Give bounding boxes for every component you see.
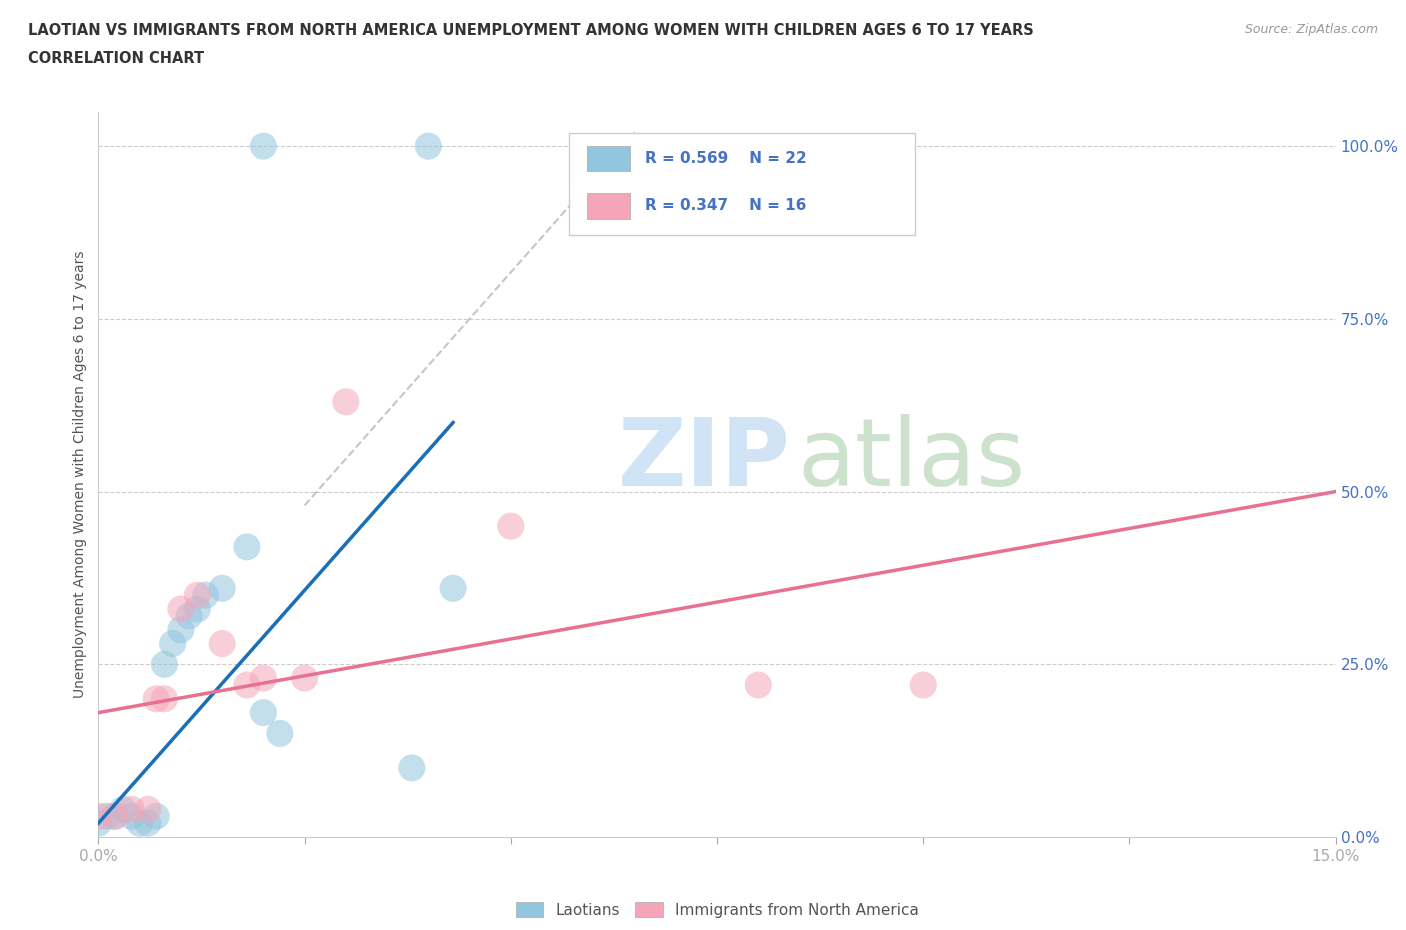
Bar	[588, 146, 630, 171]
Point	[747, 678, 769, 693]
Point	[153, 691, 176, 706]
Text: Source: ZipAtlas.com: Source: ZipAtlas.com	[1244, 23, 1378, 36]
Text: R = 0.347    N = 16: R = 0.347 N = 16	[645, 198, 807, 213]
Point	[418, 139, 440, 153]
Point	[294, 671, 316, 685]
Point	[236, 678, 259, 693]
Point	[912, 678, 935, 693]
Point	[269, 726, 291, 741]
Bar	[588, 193, 630, 219]
Legend: Laotians, Immigrants from North America: Laotians, Immigrants from North America	[509, 896, 925, 923]
Point	[104, 809, 127, 824]
Point	[112, 802, 135, 817]
Text: LAOTIAN VS IMMIGRANTS FROM NORTH AMERICA UNEMPLOYMENT AMONG WOMEN WITH CHILDREN : LAOTIAN VS IMMIGRANTS FROM NORTH AMERICA…	[28, 23, 1033, 38]
FancyBboxPatch shape	[568, 133, 915, 235]
Point	[96, 809, 118, 824]
Point	[128, 816, 150, 830]
Point	[211, 636, 233, 651]
Text: CORRELATION CHART: CORRELATION CHART	[28, 51, 204, 66]
Point	[335, 394, 357, 409]
Point	[236, 539, 259, 554]
Text: atlas: atlas	[797, 414, 1026, 506]
Point	[145, 809, 167, 824]
Point	[170, 602, 193, 617]
Point	[441, 581, 464, 596]
Point	[87, 816, 110, 830]
Text: ZIP: ZIP	[619, 414, 792, 506]
Point	[120, 809, 142, 824]
Point	[87, 809, 110, 824]
Point	[252, 671, 274, 685]
Point	[170, 622, 193, 637]
Point	[136, 816, 159, 830]
Point	[401, 761, 423, 776]
Point	[153, 657, 176, 671]
Point	[186, 602, 208, 617]
Point	[145, 691, 167, 706]
Point	[211, 581, 233, 596]
Y-axis label: Unemployment Among Women with Children Ages 6 to 17 years: Unemployment Among Women with Children A…	[73, 250, 87, 698]
Point	[186, 588, 208, 603]
Point	[104, 809, 127, 824]
Point	[499, 519, 522, 534]
Text: R = 0.569    N = 22: R = 0.569 N = 22	[645, 152, 807, 166]
Point	[252, 705, 274, 720]
Point	[194, 588, 217, 603]
Point	[162, 636, 184, 651]
Point	[179, 608, 201, 623]
Point	[136, 802, 159, 817]
Point	[120, 802, 142, 817]
Point	[252, 139, 274, 153]
